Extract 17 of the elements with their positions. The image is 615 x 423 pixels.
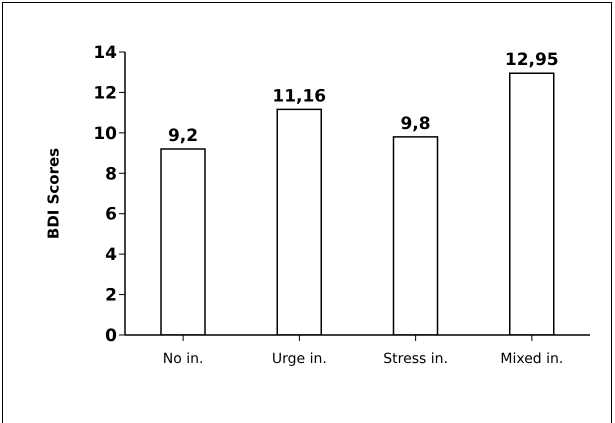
y-tick-label: 2 xyxy=(105,286,117,306)
x-tick-label: Urge in. xyxy=(272,350,327,367)
y-tick-label: 14 xyxy=(93,43,118,64)
y-tick-label: 12 xyxy=(93,83,117,104)
y-tick-label: 10 xyxy=(93,124,118,144)
y-tick-label: 6 xyxy=(105,204,117,225)
x-tick-label: Stress in. xyxy=(383,350,448,367)
data-label: 9,8 xyxy=(400,114,431,134)
y-tick-label: 4 xyxy=(105,245,118,266)
x-tick-label: Mixed in. xyxy=(500,350,564,367)
y-tick-label: 8 xyxy=(105,164,117,184)
x-tick-label: No in. xyxy=(162,350,204,367)
y-axis-title: BDI Scores xyxy=(44,148,62,240)
data-label: 9,2 xyxy=(168,126,198,146)
data-label: 11,16 xyxy=(272,86,326,106)
y-tick-label: 0 xyxy=(105,326,118,346)
data-label: 12,95 xyxy=(504,50,559,70)
